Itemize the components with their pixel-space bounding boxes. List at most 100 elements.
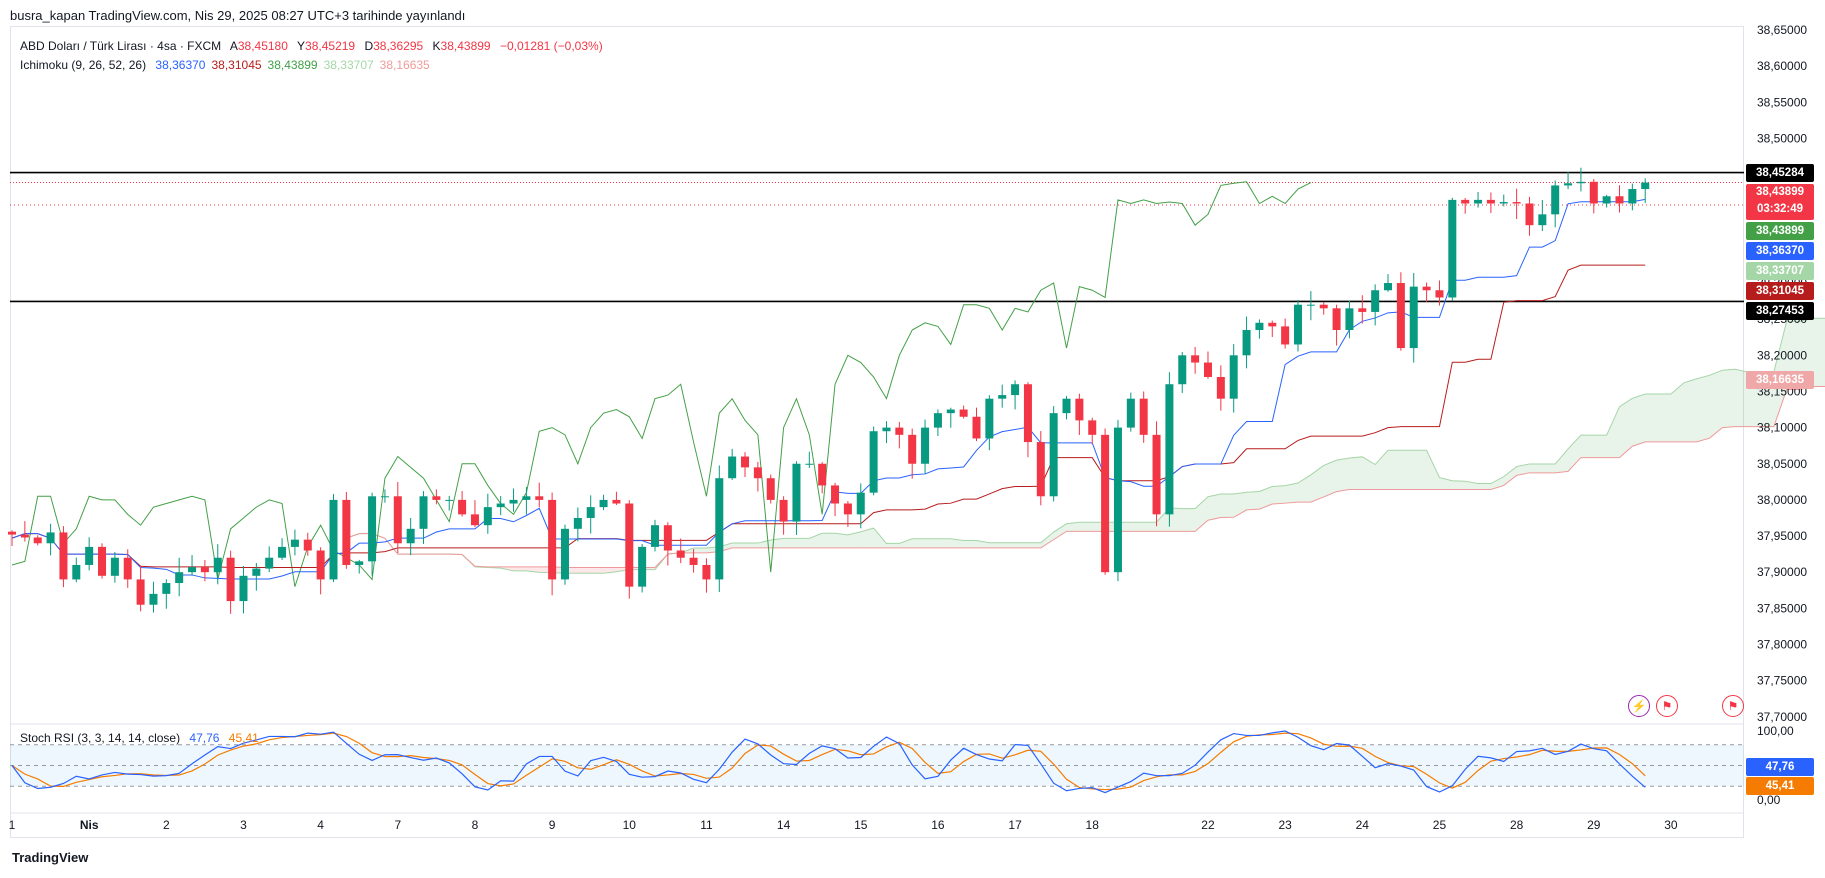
kumo-cloud-segment	[590, 567, 604, 574]
y-tick-label: 37,75000	[1757, 674, 1807, 688]
candle-body	[586, 507, 595, 518]
candle-body	[213, 557, 222, 573]
x-tick-label: 24	[1356, 818, 1370, 832]
candle-body	[1268, 322, 1277, 327]
candle-body	[496, 503, 505, 508]
candle-body	[1165, 384, 1174, 515]
candle-body	[612, 499, 621, 504]
candle-body	[432, 496, 441, 500]
candle-body	[1486, 199, 1495, 204]
kumo-cloud-segment	[1285, 483, 1298, 504]
x-tick-label: 14	[777, 818, 791, 832]
x-tick-label: 18	[1086, 818, 1100, 832]
y-tick-label: 38,10000	[1757, 421, 1807, 435]
kumo-cloud-segment	[899, 538, 913, 548]
candle-body	[1049, 413, 1058, 497]
candle-body	[1358, 308, 1367, 312]
kumo-cloud-segment	[1040, 532, 1054, 548]
y-tick-label: 37,80000	[1757, 637, 1807, 651]
candle-body	[1538, 214, 1547, 226]
kumo-cloud-segment	[1130, 522, 1144, 532]
kumo-cloud-segment	[1310, 465, 1324, 503]
kumo-cloud-segment	[1658, 393, 1671, 442]
y-tick-label: 38,50000	[1757, 131, 1807, 145]
stoch-d-line	[11, 732, 1646, 791]
candle-body	[843, 503, 852, 515]
kumo-cloud-segment	[1555, 448, 1569, 473]
x-tick-label: 3	[240, 818, 247, 832]
x-tick-label: 29	[1587, 818, 1601, 832]
candle-body	[1203, 362, 1212, 377]
candle-body	[1576, 181, 1585, 184]
candle-body	[458, 499, 467, 515]
kumo-cloud-segment	[937, 538, 951, 548]
kumo-cloud-segment	[950, 538, 964, 548]
published-caption: busra_kapan TradingView.com, Nis 29, 202…	[10, 8, 466, 23]
kumo-cloud-segment	[745, 543, 758, 548]
candle-body	[200, 567, 209, 573]
kumo-cloud-segment	[1323, 460, 1337, 497]
stoch-k-value: 47,76	[189, 731, 220, 745]
y-tick-label: 38,55000	[1757, 95, 1807, 109]
kumo-cloud-segment	[1439, 477, 1453, 490]
kumo-cloud-segment	[1053, 523, 1067, 540]
candle-body	[663, 525, 672, 551]
candle-body	[1306, 304, 1315, 306]
change-value: −0,01281 (−0,03%)	[499, 39, 603, 53]
kumo-cloud-segment	[1722, 369, 1736, 428]
candle-body	[625, 503, 634, 587]
candle-body	[72, 564, 81, 580]
candle-body	[406, 528, 415, 544]
kumo-cloud-segment	[822, 533, 836, 548]
x-tick-label: 16	[931, 818, 945, 832]
candle-body	[1589, 181, 1598, 204]
kumo-cloud-segment	[1670, 382, 1684, 442]
candle-body	[252, 568, 261, 576]
candle-body	[59, 532, 68, 580]
candle-body	[1564, 183, 1573, 186]
stoch-rsi-title[interactable]: Stoch RSI (3, 3, 14, 14, close)	[20, 731, 181, 745]
candle-body	[1384, 283, 1393, 291]
kumo-cloud-segment	[783, 538, 797, 548]
candle-body	[1139, 398, 1148, 435]
kumo-cloud-segment	[1182, 508, 1196, 532]
candle-body	[1396, 283, 1405, 349]
candle-body	[98, 546, 107, 576]
candle-body	[1088, 420, 1097, 435]
tenkan-sen-line	[11, 198, 1646, 580]
candle-body	[1011, 384, 1020, 396]
y-tick-label: 38,60000	[1757, 59, 1807, 73]
candle-body	[985, 398, 994, 439]
candle-body	[869, 431, 878, 493]
x-tick-label: 25	[1433, 818, 1447, 832]
kumo-cloud-segment	[1735, 369, 1749, 427]
candle-body	[1422, 286, 1431, 291]
lightning-icon[interactable]: ⚡	[1628, 695, 1650, 717]
kumo-cloud-segment	[1220, 493, 1234, 518]
price-badge: 38,36370	[1746, 241, 1814, 260]
candle-body	[1319, 304, 1328, 309]
symbol-label[interactable]: ABD Doları / Türk Lirası · 4sa · FXCM	[20, 39, 222, 53]
kumo-cloud-segment	[796, 538, 810, 548]
ichimoku-title[interactable]: Ichimoku (9, 26, 52, 26)	[20, 58, 147, 72]
kumo-cloud-segment	[1568, 435, 1581, 472]
candle-body	[1178, 355, 1187, 385]
candle-body	[1023, 384, 1032, 443]
y-tick-label: 37,95000	[1757, 529, 1807, 543]
candle-body	[1242, 330, 1251, 356]
open-label: A	[229, 39, 238, 53]
x-tick-label: 28	[1510, 818, 1524, 832]
kumo-cloud-segment	[1593, 435, 1607, 458]
flag-icon[interactable]: ⚑	[1722, 695, 1744, 717]
kumo-cloud-segment	[1709, 370, 1723, 439]
candle-body	[1036, 442, 1045, 497]
candle-body	[278, 546, 287, 558]
candle-body	[895, 427, 904, 435]
x-tick-label: 10	[623, 818, 637, 832]
flag-icon[interactable]: ⚑	[1656, 695, 1678, 717]
kumo-cloud-segment	[1388, 450, 1401, 490]
candle-body	[753, 467, 762, 479]
x-tick-label: 15	[854, 818, 868, 832]
candle-body	[1152, 434, 1161, 515]
